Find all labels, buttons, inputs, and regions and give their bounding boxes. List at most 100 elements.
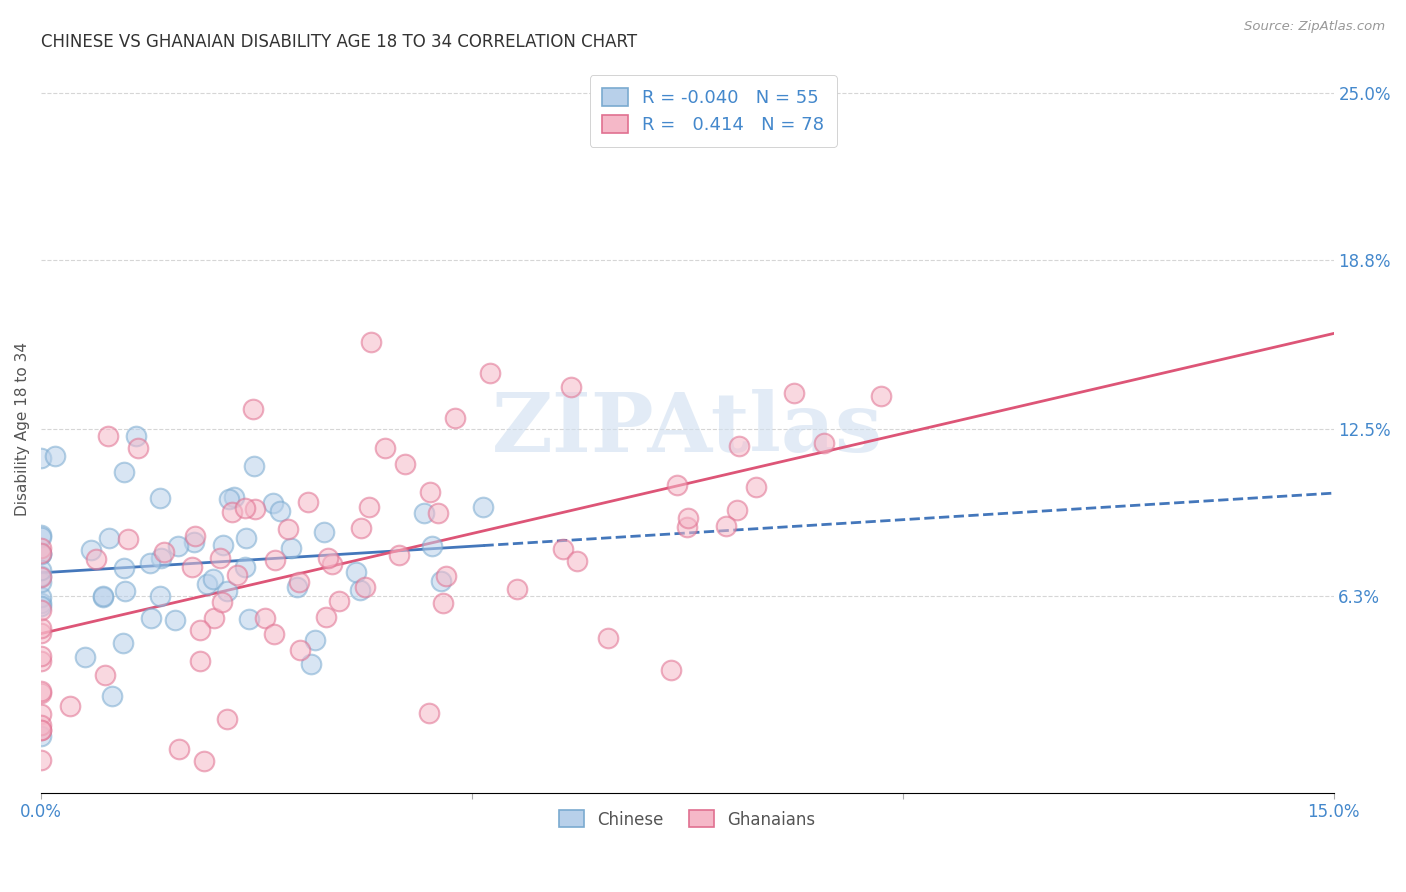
Point (813, 436, 835, 450)
Point (30, 590, 52, 604)
Point (91, 589, 114, 603)
Point (238, 612, 260, 626)
Point (30, 546, 52, 560)
Point (222, 490, 245, 504)
Point (30, 718, 52, 732)
Point (125, 429, 148, 443)
Point (225, 568, 247, 582)
Point (676, 511, 699, 525)
Point (288, 643, 311, 657)
Point (84, 551, 107, 566)
Point (315, 610, 337, 624)
Point (299, 657, 322, 672)
Point (350, 520, 373, 534)
Point (112, 465, 135, 479)
Text: CHINESE VS GHANAIAN DISABILITY AGE 18 TO 34 CORRELATION CHART: CHINESE VS GHANAIAN DISABILITY AGE 18 TO… (41, 33, 637, 51)
Point (869, 389, 891, 403)
Point (565, 554, 588, 568)
Point (277, 523, 299, 537)
Point (297, 494, 319, 508)
Point (193, 754, 215, 768)
Point (100, 689, 122, 703)
Point (30, 530, 52, 544)
Point (560, 380, 582, 394)
Point (91, 591, 114, 605)
Point (418, 706, 440, 721)
Point (211, 595, 233, 609)
Point (478, 367, 501, 381)
Point (30, 683, 52, 698)
Point (419, 484, 441, 499)
Point (321, 557, 343, 571)
Point (30, 527, 52, 541)
Point (218, 492, 240, 507)
Point (183, 534, 205, 549)
Point (30, 621, 52, 635)
Point (506, 582, 529, 596)
Point (316, 551, 339, 566)
Point (304, 633, 326, 648)
Point (551, 541, 574, 556)
Point (388, 548, 411, 562)
Point (221, 505, 243, 519)
Point (44, 450, 66, 464)
Point (112, 636, 135, 650)
Point (675, 520, 697, 534)
Point (30, 450, 52, 465)
Point (242, 401, 264, 416)
Point (30, 570, 52, 584)
Point (443, 410, 465, 425)
Point (30, 568, 52, 582)
Point (30, 547, 52, 561)
Point (430, 574, 453, 588)
Point (98, 531, 121, 545)
Y-axis label: Disability Age 18 to 34: Disability Age 18 to 34 (15, 343, 30, 516)
Point (243, 458, 266, 473)
Point (666, 478, 689, 492)
Point (30, 723, 52, 738)
Point (412, 506, 434, 520)
Point (427, 507, 450, 521)
Point (30, 541, 52, 555)
Point (245, 502, 267, 516)
Point (285, 580, 308, 594)
Point (360, 334, 382, 349)
Point (30, 603, 52, 617)
Point (97, 428, 120, 442)
Point (328, 594, 350, 608)
Point (30, 625, 52, 640)
Point (163, 613, 186, 627)
Point (181, 560, 204, 574)
Point (149, 491, 172, 505)
Point (659, 663, 682, 677)
Point (30, 753, 52, 767)
Point (30, 547, 52, 561)
Point (188, 654, 211, 668)
Point (215, 583, 238, 598)
Point (94, 667, 117, 681)
Point (354, 580, 377, 594)
Point (235, 531, 257, 545)
Point (432, 596, 454, 610)
Text: ZIPAtlas: ZIPAtlas (492, 390, 883, 469)
Point (394, 457, 416, 471)
Point (30, 686, 52, 700)
Text: Source: ZipAtlas.com: Source: ZipAtlas.com (1244, 20, 1385, 33)
Point (359, 500, 381, 515)
Point (190, 623, 212, 637)
Point (312, 524, 335, 539)
Point (153, 545, 176, 559)
Point (783, 386, 806, 401)
Point (30, 706, 52, 721)
Point (374, 442, 396, 456)
Point (149, 589, 172, 603)
Point (233, 501, 256, 516)
Point (30, 649, 52, 664)
Point (112, 560, 135, 574)
Point (195, 577, 218, 591)
Point (138, 556, 160, 570)
Point (184, 529, 207, 543)
Point (167, 539, 190, 553)
Point (596, 631, 619, 645)
Point (344, 565, 367, 579)
